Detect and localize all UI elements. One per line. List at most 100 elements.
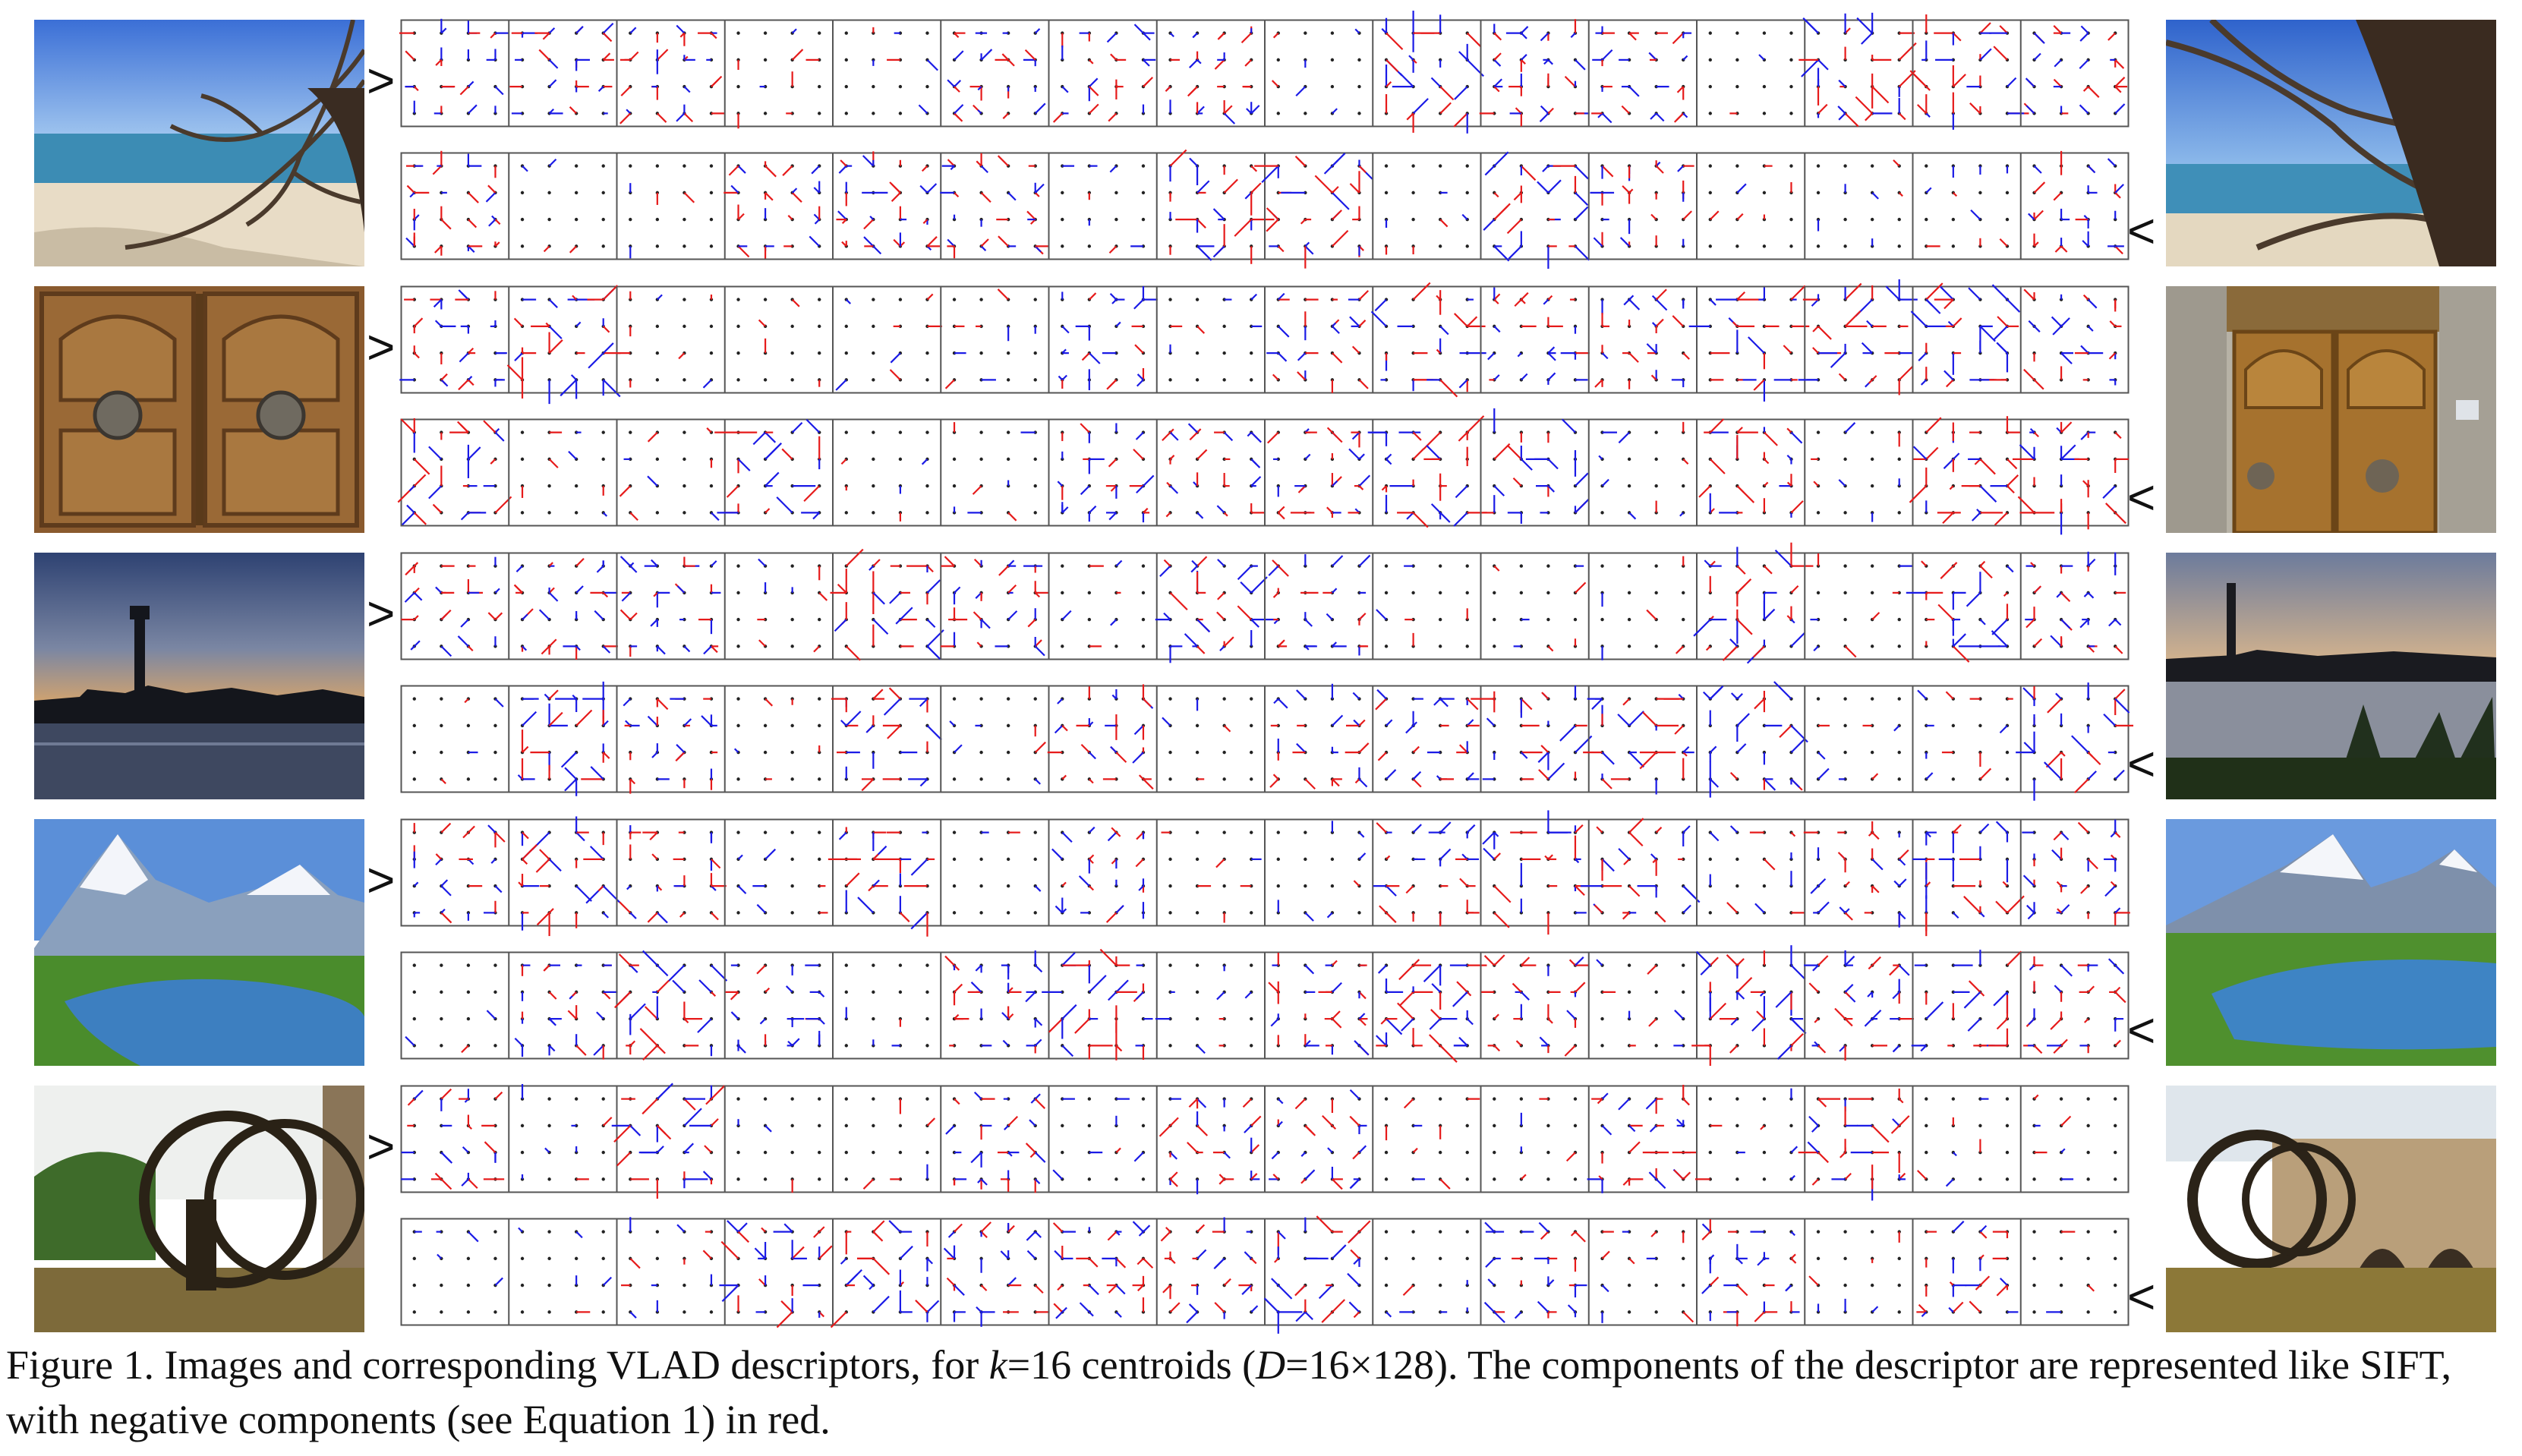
positive-component (602, 342, 614, 354)
negative-component (1358, 320, 1367, 327)
descriptor-bin-center (1250, 723, 1253, 728)
positive-component (1452, 991, 1468, 1007)
descriptor-bin-center (1195, 1016, 1200, 1021)
descriptor-bin-center (844, 990, 848, 994)
positive-component (1810, 885, 1819, 894)
descriptor-bin-center (493, 112, 497, 115)
descriptor-bin-center (493, 750, 497, 755)
negative-component (1594, 379, 1603, 388)
positive-component (1089, 352, 1101, 364)
descriptor-bin-center (925, 963, 929, 967)
negative-component (1143, 80, 1150, 87)
positive-component (1250, 293, 1258, 301)
positive-component (1115, 559, 1123, 567)
negative-component (1412, 431, 1422, 441)
positive-component (1189, 59, 1198, 68)
negative-component (400, 418, 415, 433)
negative-component (1655, 912, 1666, 923)
positive-component (1358, 474, 1371, 487)
descriptor-bin-center (790, 884, 794, 888)
positive-component (1358, 1045, 1370, 1056)
positive-component (1138, 885, 1144, 891)
positive-component (1972, 512, 1981, 522)
descriptor-bin-center (925, 351, 929, 355)
positive-component (838, 165, 847, 174)
positive-component (1196, 59, 1202, 65)
positive-component (838, 831, 847, 840)
negative-component (976, 641, 982, 648)
positive-component (1940, 285, 1954, 301)
negative-component (405, 565, 415, 576)
descriptor-bin-center (1061, 217, 1064, 222)
positive-component (1436, 775, 1441, 780)
positive-component (785, 985, 793, 993)
positive-component (1439, 848, 1452, 860)
positive-component (2071, 735, 2089, 753)
negative-component (1547, 1018, 1553, 1024)
positive-component (980, 245, 987, 251)
positive-component (1736, 183, 1747, 194)
descriptor-bin-center (1250, 1044, 1253, 1048)
negative-component (513, 317, 523, 327)
descriptor-bin-center (1951, 750, 1956, 755)
negative-component (1736, 485, 1745, 493)
positive-component (1196, 180, 1210, 194)
positive-component (977, 109, 982, 115)
positive-component (491, 215, 497, 220)
descriptor-bin-center (1114, 191, 1118, 195)
negative-component (440, 912, 452, 924)
negative-component (1218, 32, 1225, 39)
negative-component (1237, 605, 1252, 620)
negative-component (1710, 418, 1725, 433)
descriptor-bin-center (683, 430, 686, 434)
descriptor-bin-center (763, 378, 768, 382)
descriptor-bin-center (736, 31, 740, 35)
descriptor-bin-center (1304, 884, 1307, 888)
negative-component (1439, 86, 1455, 101)
negative-component (1682, 752, 1688, 757)
negative-component (432, 165, 443, 175)
positive-component (1736, 743, 1747, 753)
positive-component (2087, 326, 2094, 332)
positive-component (1813, 645, 1819, 652)
positive-component (764, 443, 782, 460)
positive-component (2082, 240, 2089, 247)
negative-component (840, 459, 847, 465)
positive-component (575, 585, 584, 594)
positive-component (834, 619, 847, 632)
negative-component (1736, 565, 1746, 575)
descriptor-bin-center (1222, 697, 1226, 701)
descriptor-bin-center (574, 217, 578, 222)
negative-component (572, 295, 577, 301)
positive-component (1439, 512, 1451, 523)
photo-waterwheel-left (34, 1086, 364, 1332)
descriptor-bin-center (818, 31, 821, 35)
negative-component (548, 459, 559, 468)
negative-component (1439, 219, 1449, 228)
positive-component (2102, 485, 2116, 499)
negative-component (1134, 344, 1144, 354)
positive-component (1240, 581, 1252, 594)
positive-component (1304, 453, 1311, 460)
negative-component (1493, 954, 1505, 966)
negative-component (2007, 485, 2015, 493)
negative-component (954, 192, 960, 198)
positive-component (650, 619, 658, 627)
positive-component (1191, 559, 1198, 567)
descriptor-bin-center (1493, 617, 1496, 622)
positive-component (752, 431, 766, 446)
positive-component (2087, 558, 2096, 567)
negative-component (435, 59, 443, 66)
descriptor-bin-center (1168, 777, 1172, 781)
positive-component (2114, 698, 2130, 714)
positive-component (889, 592, 901, 604)
positive-component (1332, 588, 1338, 594)
negative-component (846, 548, 864, 567)
positive-component (840, 720, 847, 726)
negative-component (2082, 480, 2089, 487)
negative-component (2033, 379, 2044, 390)
descriptor-bin-center (818, 697, 821, 701)
positive-component (602, 379, 621, 398)
positive-component (2025, 77, 2035, 87)
